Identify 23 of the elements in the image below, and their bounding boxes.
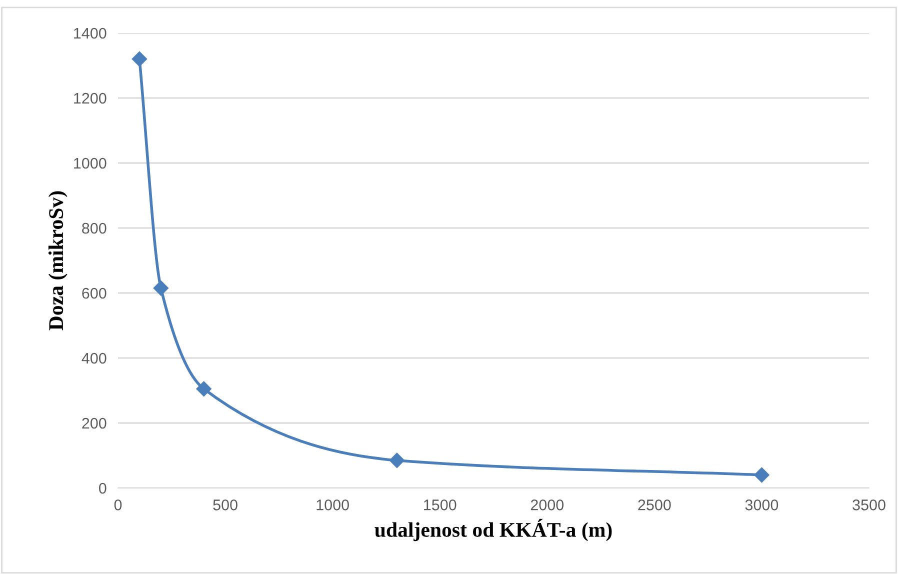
x-tick-label: 3500 <box>852 500 886 510</box>
y-tick-label: 0 <box>98 482 106 494</box>
point <box>153 280 168 296</box>
y-tick-label: 1000 <box>74 158 106 169</box>
y-tick-label: 800 <box>82 222 106 234</box>
y-tick-label: 400 <box>82 352 106 364</box>
y-tick-label: 200 <box>82 418 106 429</box>
x-tick-label: 3000 <box>745 500 778 510</box>
x-tick-label: 2500 <box>638 500 671 510</box>
x-tick-label: 500 <box>213 500 238 510</box>
y-tick-label: 600 <box>82 288 106 299</box>
y-tick-label: 1200 <box>74 92 106 104</box>
y-axis-title: Doza (mikroSv) <box>48 191 68 330</box>
x-tick-label: 1000 <box>316 500 349 510</box>
x-tick-label: 1500 <box>424 500 456 510</box>
point <box>132 51 148 67</box>
point <box>389 452 405 468</box>
x-tick-label: 2000 <box>530 500 564 510</box>
point <box>754 467 770 483</box>
y-tick-label: 1400 <box>74 28 106 39</box>
x-tick-label: 0 <box>114 500 122 510</box>
x-axis-title: udaljenost od KKÁT-a (m) <box>374 518 612 542</box>
point <box>196 381 212 396</box>
